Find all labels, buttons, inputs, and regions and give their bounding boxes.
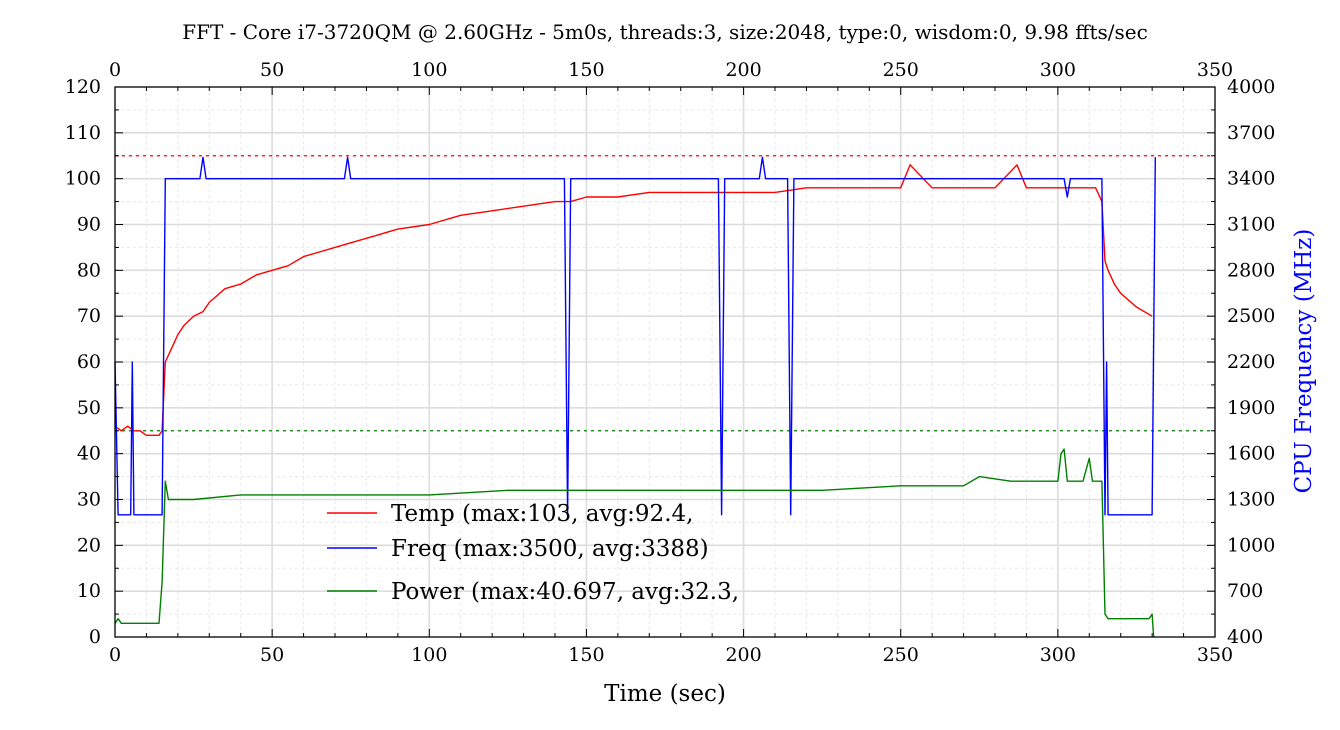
y-left-tick-label: 90: [77, 214, 101, 236]
y-right-tick-label: 4000: [1227, 76, 1275, 98]
reference-lines: [115, 155, 1215, 432]
legend-label: Power (max:40.697, avg:32.3,: [391, 579, 739, 605]
x-tick-label: 200: [725, 644, 761, 666]
x-top-tick-label: 200: [725, 59, 761, 81]
x-top-tick-label: 300: [1040, 59, 1076, 81]
x-tick-label: 350: [1197, 644, 1233, 666]
y-left-tick-label: 40: [77, 443, 101, 465]
y-right-tick-label: 1000: [1227, 534, 1275, 556]
x-tick-label: 50: [260, 644, 284, 666]
y-left-tick-label: 100: [65, 168, 101, 190]
y-left-tick-label: 120: [65, 76, 101, 98]
x-top-tick-label: 0: [109, 59, 121, 81]
axes: 0050501001001501502002002502503003003503…: [65, 59, 1276, 666]
x-tick-label: 150: [568, 644, 604, 666]
x-top-tick-label: 250: [883, 59, 919, 81]
series-line-3: [114, 448, 1155, 638]
x-tick-label: 300: [1040, 644, 1076, 666]
y-left-tick-label: 80: [77, 259, 101, 281]
x-tick-label: 100: [411, 644, 447, 666]
x-tick-label: 250: [883, 644, 919, 666]
chart-title: FFT - Core i7-3720QM @ 2.60GHz - 5m0s, t…: [182, 20, 1148, 44]
y-left-tick-label: 20: [77, 534, 101, 556]
x-top-tick-label: 100: [411, 59, 447, 81]
legend-label: Temp (max:103, avg:92.4,: [391, 501, 693, 527]
y-right-tick-label: 2200: [1227, 351, 1275, 373]
y-axis-right-label: CPU Frequency (MHz): [1291, 229, 1317, 494]
y-right-tick-label: 2800: [1227, 259, 1275, 281]
x-top-tick-label: 350: [1197, 59, 1233, 81]
y-right-tick-label: 1600: [1227, 443, 1275, 465]
y-right-tick-label: 2500: [1227, 305, 1275, 327]
y-left-tick-label: 70: [77, 305, 101, 327]
series-lines: [114, 156, 1157, 638]
y-right-tick-label: 1300: [1227, 489, 1275, 511]
y-right-tick-label: 400: [1227, 626, 1263, 648]
y-right-tick-label: 700: [1227, 580, 1263, 602]
y-right-tick-label: 3400: [1227, 168, 1275, 190]
y-right-tick-label: 3100: [1227, 214, 1275, 236]
y-right-tick-label: 1900: [1227, 397, 1275, 419]
legend: Temp (max:103, avg:92.4, Freq (max:3500, …: [327, 501, 739, 605]
y-left-tick-label: 10: [77, 580, 101, 602]
y-left-tick-label: 0: [89, 626, 101, 648]
y-right-tick-label: 3700: [1227, 122, 1275, 144]
x-top-tick-label: 50: [260, 59, 284, 81]
y-left-tick-label: 110: [65, 122, 101, 144]
y-left-tick-label: 50: [77, 397, 101, 419]
x-axis-label: Time (sec): [604, 681, 726, 707]
legend-label: Freq (max:3500, avg:3388): [391, 536, 709, 562]
x-top-tick-label: 150: [568, 59, 604, 81]
y-left-tick-label: 60: [77, 351, 101, 373]
y-left-tick-label: 30: [77, 489, 101, 511]
series-line-2: [114, 156, 1157, 516]
series-line-1: [114, 164, 1153, 436]
x-tick-label: 0: [109, 644, 121, 666]
